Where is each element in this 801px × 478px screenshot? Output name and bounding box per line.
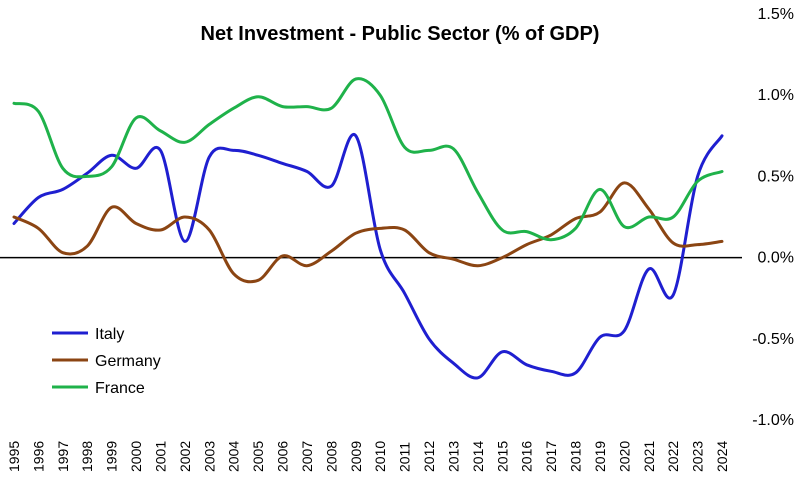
x-axis-ticks: 1995 1996 1997 1998 1999 2000 2001 2002 2003 2004… bbox=[6, 441, 730, 472]
legend: Italy Germany France bbox=[52, 326, 161, 397]
x-tick-label: 2002 bbox=[177, 441, 193, 472]
x-tick-label: 2001 bbox=[152, 441, 168, 472]
x-tick-label: 2009 bbox=[348, 441, 364, 472]
x-tick-label: 2011 bbox=[397, 442, 413, 472]
x-tick-label: 1997 bbox=[55, 441, 71, 472]
x-tick-label: 2000 bbox=[128, 441, 144, 472]
x-tick-label: 2013 bbox=[445, 441, 461, 472]
x-tick-label: 2005 bbox=[250, 441, 266, 472]
series-line-italy bbox=[12, 133, 724, 380]
x-tick-label: 2007 bbox=[299, 441, 315, 472]
series-line-germany bbox=[12, 181, 724, 284]
y-tick-label: 1.5% bbox=[758, 6, 794, 23]
x-tick-label: 2012 bbox=[421, 441, 437, 472]
y-tick-label: 1.0% bbox=[758, 87, 794, 104]
x-tick-label: 2022 bbox=[665, 441, 681, 472]
y-tick-label: -1.0% bbox=[752, 412, 794, 429]
x-tick-label: 2006 bbox=[275, 441, 291, 472]
x-tick-label: 2015 bbox=[494, 441, 510, 472]
x-tick-label: 1995 bbox=[6, 441, 22, 472]
y-tick-label: -0.5% bbox=[752, 331, 794, 348]
series-line-france bbox=[12, 77, 724, 242]
x-tick-label: 2003 bbox=[201, 441, 217, 472]
x-tick-label: 2008 bbox=[323, 441, 339, 472]
y-axis-ticks: 1.5% 1.0% 0.5% 0.0% -0.5% -1.0% bbox=[752, 6, 794, 429]
x-tick-label: 2017 bbox=[543, 441, 559, 472]
x-tick-label: 1998 bbox=[79, 441, 95, 472]
legend-label-germany: Germany bbox=[95, 353, 161, 370]
x-tick-label: 2023 bbox=[690, 441, 706, 472]
x-tick-label: 1996 bbox=[30, 441, 46, 472]
x-tick-label: 2004 bbox=[226, 441, 242, 472]
chart-title: Net Investment - Public Sector (% of GDP… bbox=[201, 23, 600, 45]
x-tick-label: 2019 bbox=[592, 441, 608, 472]
x-tick-label: 2016 bbox=[519, 441, 535, 472]
y-tick-label: 0.5% bbox=[758, 168, 794, 185]
x-tick-label: 2020 bbox=[616, 441, 632, 472]
x-tick-label: 1999 bbox=[104, 441, 120, 472]
x-tick-label: 2018 bbox=[568, 441, 584, 472]
x-tick-label: 2021 bbox=[641, 441, 657, 472]
y-tick-label: 0.0% bbox=[758, 250, 794, 267]
x-tick-label: 2014 bbox=[470, 441, 486, 472]
x-tick-label: 2024 bbox=[714, 441, 730, 472]
legend-label-france: France bbox=[95, 380, 145, 397]
legend-label-italy: Italy bbox=[95, 326, 124, 343]
x-tick-label: 2010 bbox=[372, 441, 388, 472]
series-lines bbox=[12, 77, 724, 380]
